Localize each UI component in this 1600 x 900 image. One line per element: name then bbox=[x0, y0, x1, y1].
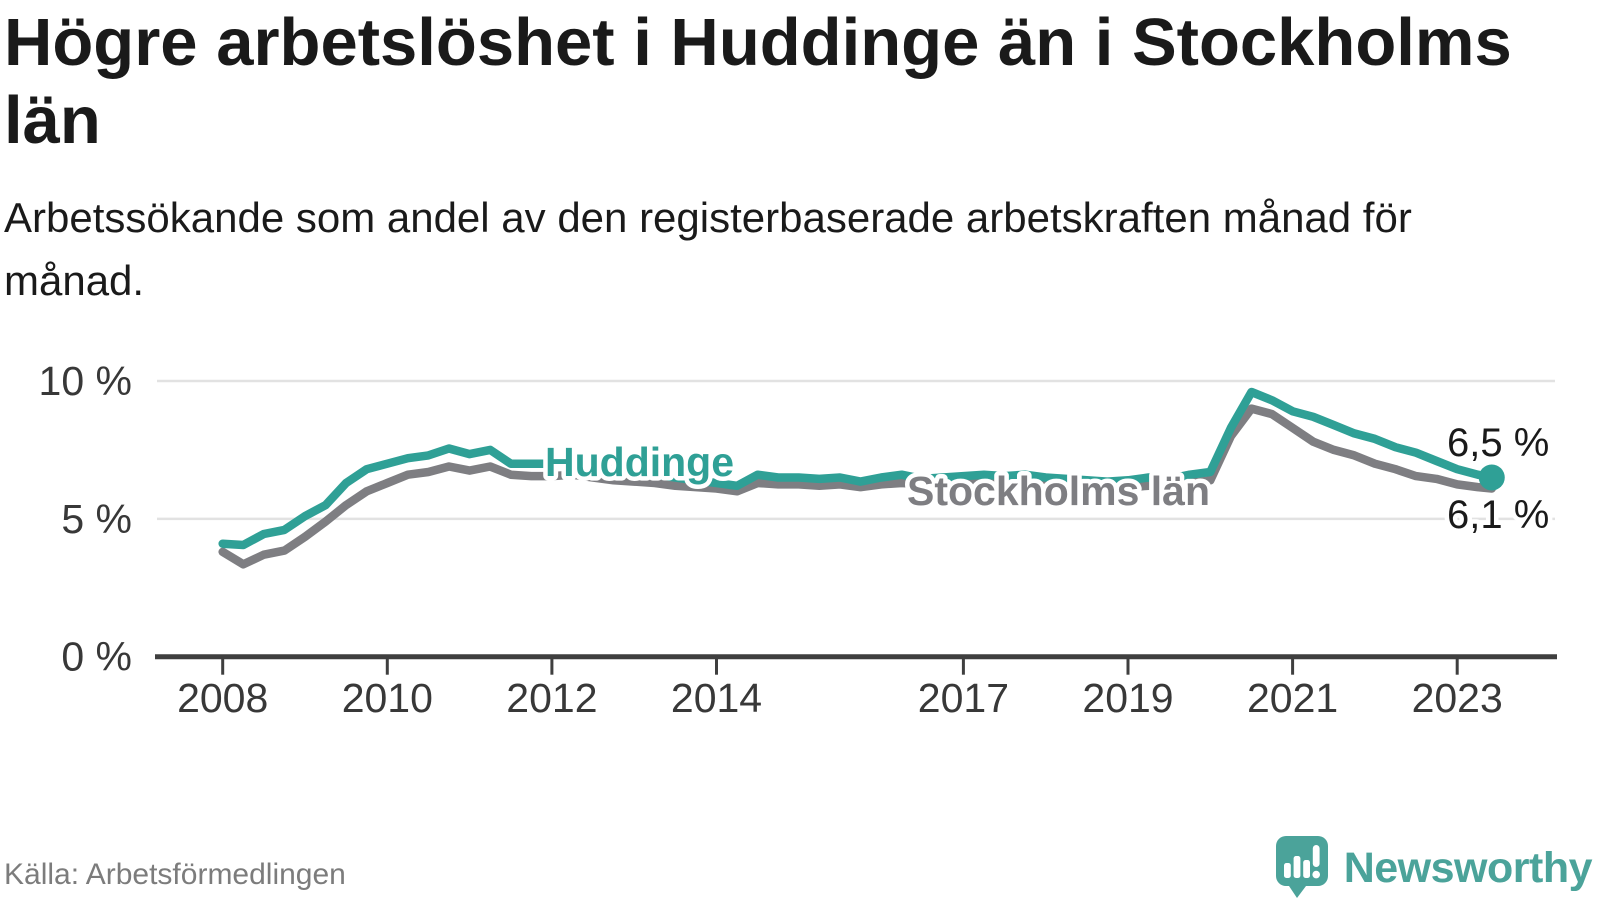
latest-value-stockholm: 6,1 % bbox=[1447, 493, 1549, 537]
series-line-stockholm bbox=[218, 404, 1497, 569]
series-label-stockholm: Stockholms län bbox=[907, 468, 1210, 514]
newsworthy-logo: Newsworthy bbox=[1275, 836, 1593, 900]
x-tick-label: 2023 bbox=[1412, 675, 1503, 721]
latest-value-dot bbox=[1478, 464, 1505, 491]
page-subtitle: Arbetssökande som andel av den registerb… bbox=[4, 194, 1412, 304]
latest-value-huddinge: 6,5 % bbox=[1447, 421, 1549, 465]
x-tick-label: 2021 bbox=[1247, 675, 1338, 721]
x-tick-label: 2014 bbox=[671, 675, 762, 721]
y-tick-label: 0 % bbox=[61, 634, 132, 680]
series-line-huddinge bbox=[218, 387, 1497, 550]
y-tick-label: 10 % bbox=[39, 358, 132, 404]
x-tick-label: 2010 bbox=[342, 675, 433, 721]
newsworthy-logo-icon bbox=[1275, 836, 1328, 898]
x-tick-label: 2017 bbox=[918, 675, 1009, 721]
newsworthy-logo-text: Newsworthy bbox=[1343, 844, 1593, 892]
x-tick-label: 2008 bbox=[177, 675, 268, 721]
series-label-huddinge: Huddinge bbox=[545, 439, 734, 485]
page-title: Högre arbetslöshet i Huddinge än i Stock… bbox=[4, 5, 1512, 158]
y-tick-label: 5 % bbox=[61, 496, 132, 542]
source-note: Källa: Arbetsförmedlingen bbox=[4, 858, 346, 891]
x-tick-label: 2019 bbox=[1082, 675, 1173, 721]
x-tick-label: 2012 bbox=[506, 675, 597, 721]
